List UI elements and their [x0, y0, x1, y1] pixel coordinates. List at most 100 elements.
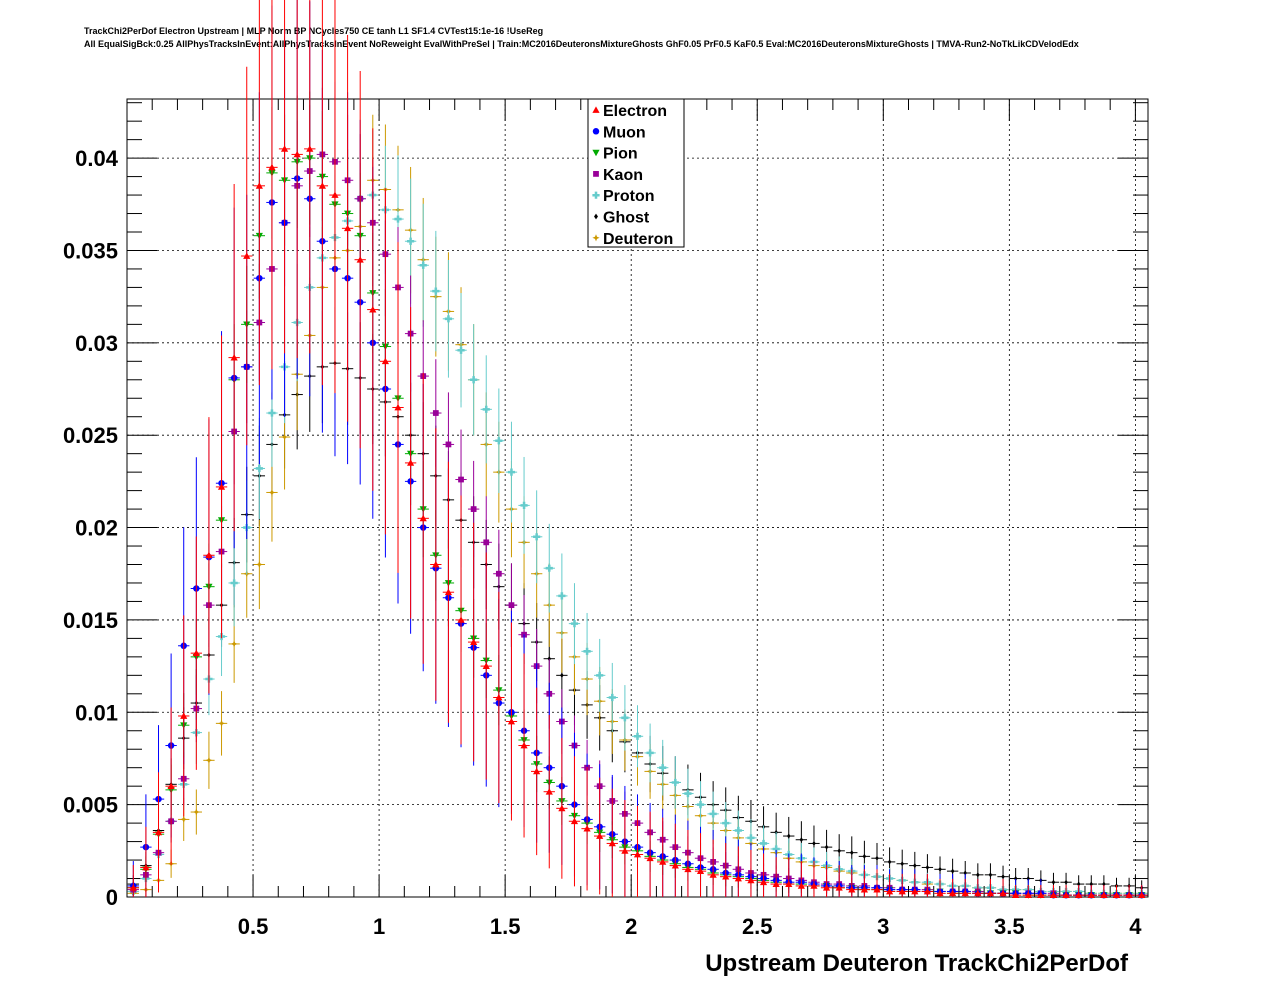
data-point-electron	[1062, 891, 1070, 899]
data-point-electron	[482, 662, 490, 669]
x-tick-label: 3	[877, 914, 889, 939]
data-point-kaon	[432, 410, 439, 416]
data-point-electron	[343, 224, 352, 232]
y-tick-label: 0.04	[75, 146, 119, 171]
data-point-electron	[936, 889, 944, 897]
data-point-electron	[457, 616, 465, 623]
data-point-electron	[230, 354, 238, 361]
data-point-electron	[583, 825, 591, 832]
data-point-proton	[759, 839, 768, 848]
y-tick-label: 0.035	[63, 238, 118, 263]
data-point-ghost	[1064, 879, 1068, 885]
x-tick-label: 2	[625, 914, 637, 939]
data-point-deuteron	[280, 433, 289, 441]
data-point-electron	[1075, 891, 1083, 899]
data-point-ghost	[862, 853, 867, 859]
data-point-electron	[923, 887, 932, 895]
data-point-electron	[822, 884, 831, 891]
data-point-deuteron	[180, 815, 188, 824]
data-point-proton	[583, 647, 591, 655]
data-point-ghost	[1001, 874, 1005, 880]
data-point-proton	[507, 468, 516, 476]
data-point-electron	[268, 163, 276, 171]
data-point-ghost	[1089, 881, 1094, 887]
data-point-proton	[432, 287, 440, 295]
data-point-kaon	[458, 476, 464, 483]
data-point-deuteron	[255, 560, 263, 569]
data-point-electron	[293, 150, 301, 158]
data-point-deuteron	[217, 719, 226, 727]
data-point-proton	[659, 764, 667, 772]
data-point-electron	[217, 483, 226, 490]
data-point-proton	[533, 533, 541, 541]
data-point-proton	[230, 579, 238, 587]
legend-label-deuteron: Deuteron	[603, 231, 673, 248]
data-point-electron	[495, 693, 503, 701]
data-point-ghost	[837, 848, 841, 854]
data-point-electron	[255, 182, 263, 189]
data-point-electron	[507, 717, 516, 725]
data-point-deuteron	[205, 756, 213, 764]
data-point-ghost	[938, 866, 942, 872]
data-point-electron	[1138, 891, 1146, 899]
legend-label-kaon: Kaon	[603, 167, 643, 184]
data-point-ghost	[786, 833, 791, 839]
data-point-electron	[659, 858, 667, 865]
data-point-ghost	[913, 863, 917, 869]
data-point-electron	[331, 191, 339, 198]
chart-header-line-1: TrackChi2PerDof Electron Upstream | MLP …	[84, 26, 544, 36]
data-point-electron	[835, 884, 843, 891]
data-point-proton	[684, 789, 692, 798]
data-point-electron	[974, 889, 982, 897]
data-point-proton	[621, 714, 629, 722]
legend-label-ghost: Ghost	[603, 210, 650, 227]
data-point-electron	[545, 788, 553, 795]
data-point-electron	[129, 884, 137, 891]
data-point-ghost	[875, 855, 879, 861]
data-point-electron	[533, 767, 541, 775]
series-electron	[127, 0, 1148, 899]
legend-marker-ghost	[594, 213, 598, 220]
data-point-ghost	[799, 837, 804, 843]
axis-ticks	[127, 99, 1148, 898]
data-point-electron	[520, 741, 528, 749]
data-point-electron	[709, 871, 717, 878]
data-point-electron	[1100, 891, 1108, 899]
data-point-electron	[949, 889, 957, 897]
data-point-electron	[684, 865, 692, 873]
y-tick-label: 0.025	[63, 423, 118, 448]
data-points	[127, 0, 1148, 899]
data-point-electron	[759, 878, 768, 886]
tick-labels: 0.5 1 1.5 2 2.5 3 3.5 4 0 0.005 0.01 0.015 0.02 0.025…	[63, 146, 1142, 939]
legend-marker-kaon	[593, 171, 599, 177]
y-tick-label: 0.03	[75, 331, 118, 356]
data-point-ghost	[560, 672, 564, 678]
y-tick-label: 0.015	[63, 608, 118, 633]
data-point-proton	[734, 826, 742, 835]
data-point-ghost	[1013, 875, 1018, 882]
data-point-electron	[243, 252, 251, 259]
data-point-ghost	[1102, 881, 1106, 887]
x-tick-label: 3.5	[994, 914, 1025, 939]
data-point-electron	[167, 782, 175, 790]
data-point-kaon	[508, 602, 515, 609]
data-point-electron	[570, 817, 579, 825]
data-point-electron	[432, 560, 440, 568]
legend: Electron Muon Pion Kaon Proton Ghost Deuteron	[587, 98, 685, 248]
data-point-ghost	[812, 840, 816, 846]
data-point-proton	[596, 671, 604, 679]
data-point-deuteron	[268, 488, 276, 497]
data-point-electron	[1024, 891, 1032, 899]
data-point-electron	[646, 854, 654, 862]
data-point-electron	[722, 873, 730, 880]
data-point-proton	[407, 237, 415, 245]
data-point-proton	[495, 437, 503, 445]
data-point-ghost	[1076, 881, 1081, 887]
data-point-electron	[1049, 891, 1058, 899]
data-point-electron	[381, 357, 390, 365]
data-point-electron	[1112, 891, 1121, 899]
y-tick-label: 0.02	[75, 516, 118, 541]
data-point-electron	[885, 887, 894, 895]
data-point-proton	[646, 749, 654, 757]
data-point-electron	[596, 832, 604, 839]
